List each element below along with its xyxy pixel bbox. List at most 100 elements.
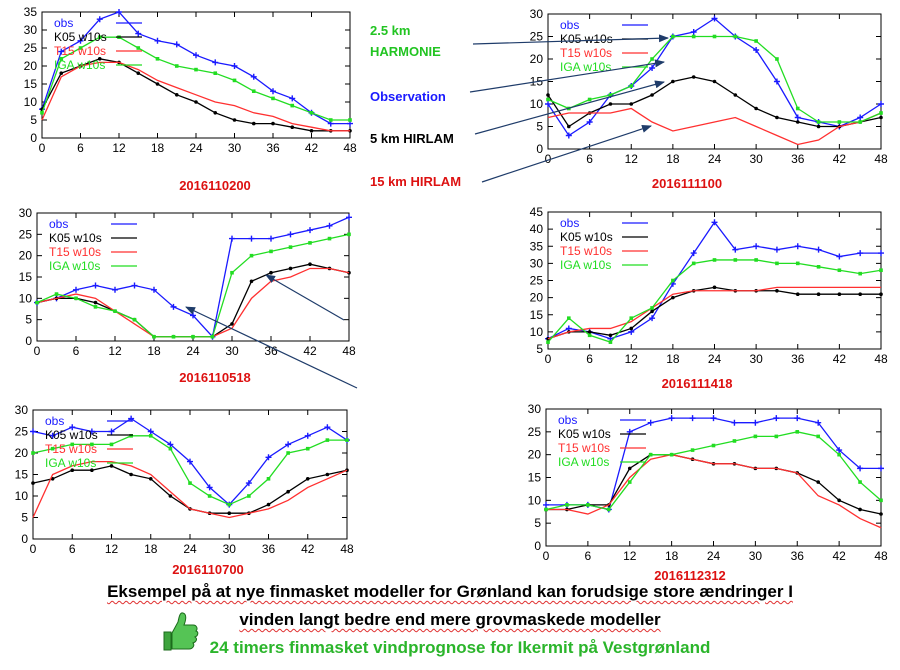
data-point-k05 xyxy=(587,330,592,334)
series-line-t15 xyxy=(32,460,348,519)
data-point-obs xyxy=(112,286,118,293)
data-point-obs xyxy=(250,73,257,80)
y-tick-label: 15 xyxy=(528,471,542,485)
y-tick-label: 5 xyxy=(536,342,543,356)
data-point-obs xyxy=(690,250,697,257)
data-point-obs xyxy=(77,37,84,44)
arrow-observation xyxy=(469,59,665,93)
data-point-obs xyxy=(836,253,843,260)
data-point-iga xyxy=(858,120,862,124)
data-point-obs xyxy=(69,424,76,431)
data-point-obs xyxy=(135,30,142,37)
chart-date-label: 2016110518 xyxy=(179,370,251,385)
legend-label: K05 w10s xyxy=(45,428,98,442)
data-point-k05 xyxy=(70,468,75,473)
data-point-iga xyxy=(249,253,254,258)
x-tick-label: 18 xyxy=(666,352,680,366)
x-tick-label: 0 xyxy=(34,344,41,358)
data-point-obs xyxy=(307,227,313,234)
data-point-iga xyxy=(567,316,571,320)
data-point-obs xyxy=(857,250,864,257)
x-tick-label: 48 xyxy=(342,344,356,358)
arrow-rise xyxy=(265,274,345,321)
data-point-iga xyxy=(879,268,883,273)
x-tick-label: 48 xyxy=(340,542,354,556)
data-point-k05 xyxy=(608,333,613,338)
x-tick-label: 6 xyxy=(586,152,593,166)
data-point-obs xyxy=(586,119,593,125)
data-point-iga xyxy=(711,443,716,448)
data-point-iga xyxy=(669,452,674,457)
y-tick-label: 45 xyxy=(530,205,544,219)
data-point-iga xyxy=(347,232,351,237)
legend-label: IGA w10s xyxy=(45,456,96,470)
y-tick-label: 20 xyxy=(528,448,542,462)
chart-date-label: 2016111418 xyxy=(662,376,733,391)
data-point-iga xyxy=(691,261,696,266)
data-point-iga xyxy=(247,494,251,498)
data-point-iga xyxy=(305,446,310,451)
arrow-hirlam15 xyxy=(481,125,652,183)
data-point-k05 xyxy=(816,292,821,297)
arrow-hirlam5 xyxy=(474,80,665,135)
data-point-obs xyxy=(187,458,193,465)
data-point-k05 xyxy=(629,102,634,106)
x-tick-label: 36 xyxy=(262,542,276,556)
data-point-k05 xyxy=(775,288,779,293)
legend-label: T15 w10s xyxy=(45,442,97,456)
data-point-obs xyxy=(878,101,884,107)
legend-label: T15 w10s xyxy=(560,46,612,60)
data-point-obs xyxy=(248,235,255,242)
data-point-k05 xyxy=(325,472,330,477)
data-point-iga xyxy=(837,120,842,124)
data-point-obs xyxy=(154,37,161,44)
x-tick-label: 48 xyxy=(874,549,888,563)
arrow-drop xyxy=(185,306,358,389)
x-tick-label: 24 xyxy=(708,152,722,166)
data-point-iga xyxy=(754,258,758,262)
data-point-k05 xyxy=(795,292,800,297)
data-point-obs xyxy=(108,428,115,435)
data-point-k05 xyxy=(650,93,654,97)
caption-line-2: vinden langt bedre end mere grovmaskede … xyxy=(0,610,900,630)
x-tick-label: 6 xyxy=(585,549,592,563)
data-point-obs xyxy=(229,235,235,242)
data-point-k05 xyxy=(608,102,613,106)
data-point-obs xyxy=(773,415,780,422)
x-tick-label: 24 xyxy=(186,344,200,358)
series-line-t15 xyxy=(547,107,882,146)
data-point-iga xyxy=(113,309,117,313)
series-line-t15 xyxy=(41,61,350,132)
data-point-obs xyxy=(649,65,656,71)
y-tick-label: 30 xyxy=(15,403,29,417)
annotation-arrows xyxy=(185,34,669,389)
data-point-iga xyxy=(207,494,212,498)
data-point-k05 xyxy=(879,292,883,297)
y-tick-label: 20 xyxy=(530,52,544,66)
x-tick-label: 18 xyxy=(147,344,161,358)
data-point-obs xyxy=(73,286,79,293)
data-point-k05 xyxy=(251,121,256,126)
data-point-iga xyxy=(59,57,64,61)
data-point-iga xyxy=(754,39,758,43)
data-point-obs xyxy=(173,41,180,48)
data-point-obs xyxy=(794,415,801,422)
y-tick-label: 10 xyxy=(530,97,544,111)
y-tick-label: 30 xyxy=(19,206,33,220)
y-tick-label: 5 xyxy=(25,313,32,327)
y-tick-label: 20 xyxy=(530,291,544,305)
data-point-iga xyxy=(544,507,548,512)
data-point-obs xyxy=(878,250,884,257)
data-point-k05 xyxy=(269,270,273,275)
legend-label: IGA w10s xyxy=(49,259,100,273)
data-point-iga xyxy=(109,442,114,447)
data-point-k05 xyxy=(754,106,758,111)
y-tick-label: 25 xyxy=(15,425,29,439)
data-point-iga xyxy=(775,261,779,266)
data-point-iga xyxy=(93,305,98,309)
data-point-iga xyxy=(733,34,738,39)
data-point-obs xyxy=(857,114,864,121)
data-point-iga xyxy=(327,236,332,241)
data-point-iga xyxy=(879,111,883,115)
y-tick-label: 20 xyxy=(24,59,38,73)
